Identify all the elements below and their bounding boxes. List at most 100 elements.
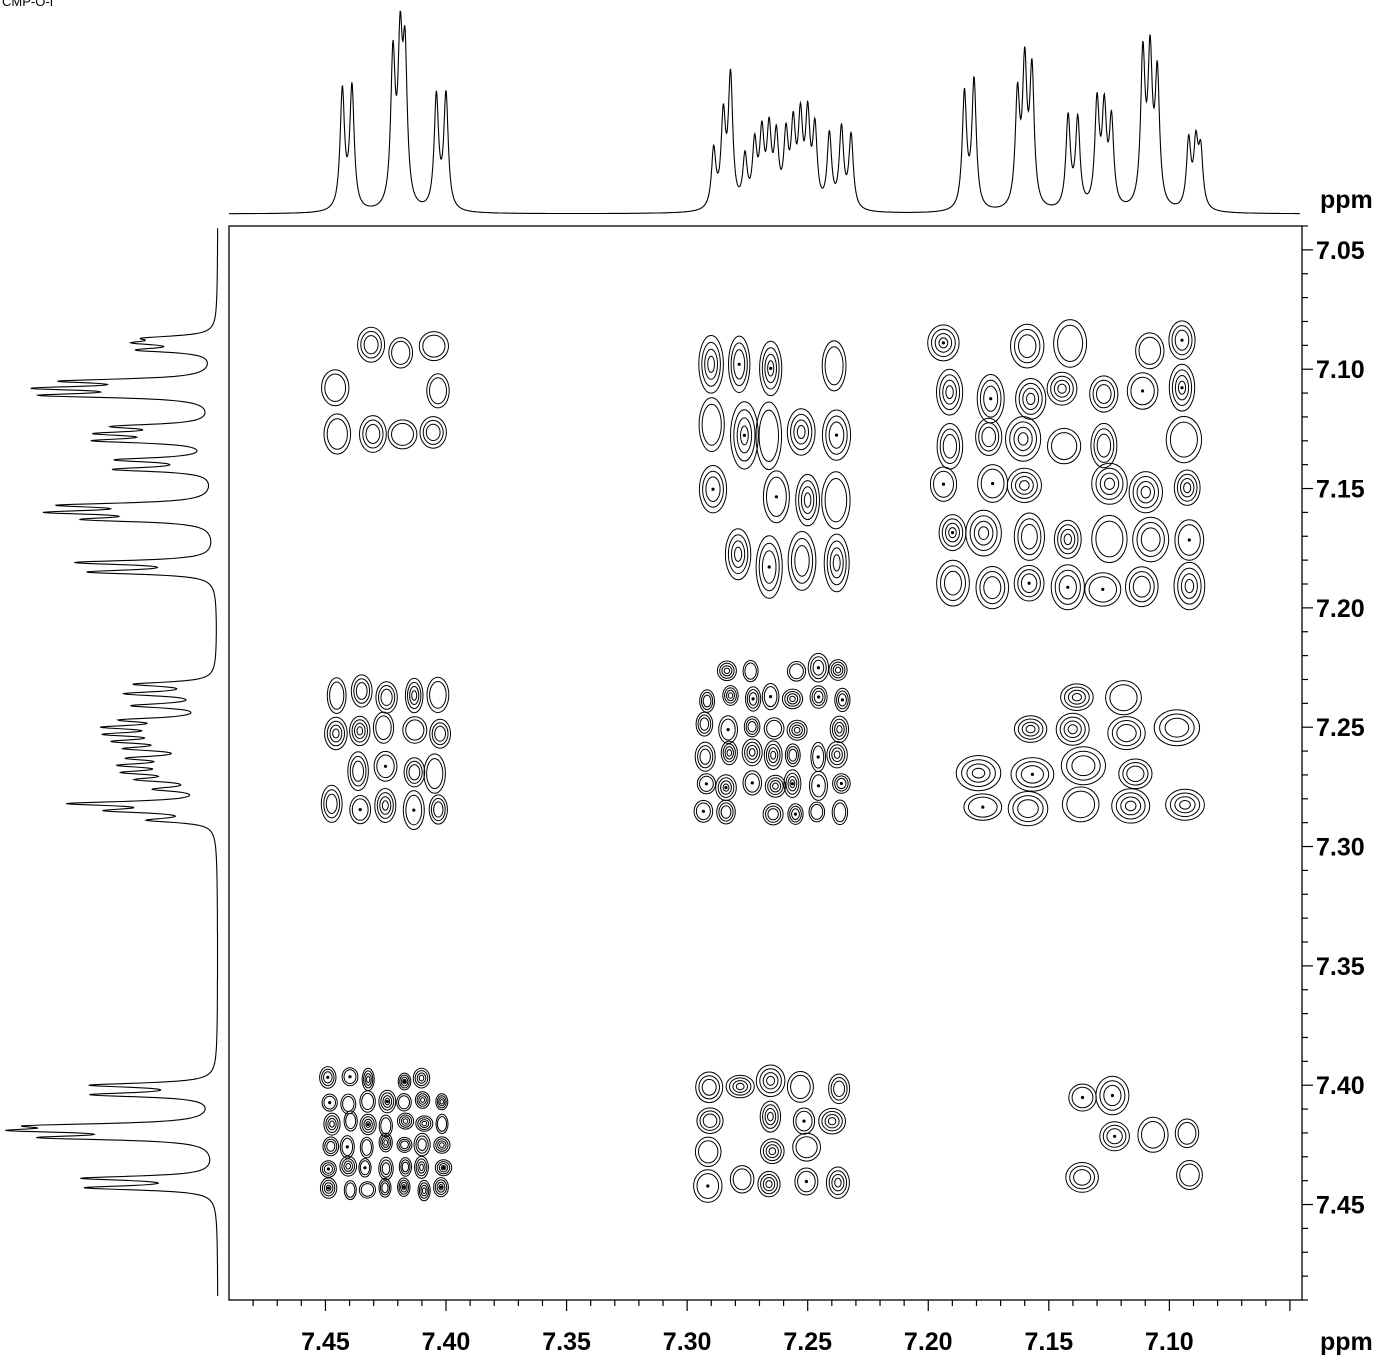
contour-level bbox=[1013, 328, 1041, 364]
contour-level bbox=[1180, 478, 1195, 498]
contour-level bbox=[323, 413, 352, 455]
cross-peak-block bbox=[693, 652, 851, 826]
contour-level bbox=[363, 1070, 374, 1089]
contour-level bbox=[826, 540, 847, 586]
contour-level bbox=[697, 745, 714, 769]
contour-level bbox=[836, 690, 849, 710]
contour-level bbox=[698, 1075, 721, 1100]
contour-level bbox=[380, 1159, 392, 1178]
contour-level bbox=[722, 783, 730, 792]
contour-level bbox=[326, 677, 347, 714]
contour-level bbox=[426, 676, 450, 714]
contour-level bbox=[439, 1099, 444, 1105]
contour-level bbox=[1109, 684, 1138, 712]
contour-level bbox=[730, 401, 759, 470]
contour-level bbox=[727, 692, 734, 699]
contour-peak-center bbox=[742, 433, 747, 437]
contour-peak-center bbox=[1141, 389, 1145, 393]
contour-level bbox=[724, 746, 734, 760]
contour-level bbox=[329, 1120, 335, 1128]
contour-level bbox=[1176, 473, 1198, 502]
contour-level bbox=[379, 1180, 391, 1196]
contour-level bbox=[341, 1137, 354, 1157]
contour-level bbox=[361, 1139, 373, 1156]
contour-level bbox=[1046, 371, 1078, 406]
contour-peak-center bbox=[839, 781, 844, 786]
contour-level bbox=[1177, 567, 1202, 605]
contour-level bbox=[412, 1067, 431, 1089]
contour-level bbox=[828, 744, 846, 766]
contour-level bbox=[320, 1160, 337, 1178]
contour-level bbox=[360, 1183, 375, 1197]
contour-level bbox=[1051, 432, 1078, 461]
contour-level bbox=[694, 1136, 722, 1168]
contour-peak-center bbox=[348, 1075, 352, 1079]
contour-level bbox=[695, 802, 711, 821]
contour-level bbox=[436, 1161, 451, 1175]
contour-level bbox=[355, 682, 368, 700]
contour-level bbox=[1057, 524, 1079, 555]
contour-level bbox=[429, 377, 447, 405]
contour-level bbox=[941, 518, 964, 547]
contour-level bbox=[767, 360, 775, 377]
contour-level bbox=[403, 757, 426, 788]
contour-level bbox=[1174, 329, 1190, 351]
contour-peak-center bbox=[981, 805, 985, 809]
contour-level bbox=[836, 725, 843, 734]
contour-level bbox=[929, 466, 958, 502]
contour-level bbox=[1111, 720, 1142, 747]
contour-level bbox=[832, 554, 841, 572]
contour-level bbox=[343, 1180, 357, 1201]
contour-level bbox=[770, 750, 777, 760]
contour-level bbox=[702, 1113, 718, 1128]
contour-level bbox=[829, 715, 850, 743]
contour-level bbox=[1141, 1121, 1165, 1149]
contour-level bbox=[359, 1160, 371, 1176]
contour-level bbox=[718, 715, 738, 744]
contour-level bbox=[786, 693, 799, 705]
y-axis: 7.05 7.10 7.15 7.20 7.25 7.30 7.35 7.40 7.45 bbox=[1302, 225, 1365, 1301]
contour-level bbox=[321, 369, 350, 407]
contour-level bbox=[744, 773, 760, 793]
contour-level bbox=[379, 796, 392, 815]
contour-level bbox=[742, 660, 759, 683]
contour-level bbox=[1012, 795, 1044, 823]
contour-level bbox=[762, 803, 784, 826]
contour-level bbox=[818, 1107, 846, 1135]
contour-level bbox=[321, 1093, 338, 1112]
contour-level bbox=[1107, 716, 1146, 751]
contour-level bbox=[704, 348, 718, 380]
contour-level bbox=[1128, 471, 1164, 514]
contour-level bbox=[789, 805, 802, 823]
contour-level bbox=[809, 685, 828, 709]
contour-level bbox=[973, 520, 994, 546]
x-tick-label: 7.45 bbox=[301, 1328, 350, 1356]
contour-level bbox=[759, 1068, 782, 1094]
contour-level bbox=[1132, 575, 1151, 598]
contour-level bbox=[366, 1075, 371, 1084]
contour-level bbox=[833, 802, 847, 823]
contour-level bbox=[364, 1073, 372, 1086]
contour-level bbox=[381, 1162, 391, 1175]
contour-level bbox=[381, 800, 389, 811]
contour-level bbox=[339, 1155, 358, 1177]
contour-level bbox=[438, 1184, 444, 1191]
contour-level bbox=[438, 1163, 449, 1173]
contour-level bbox=[1067, 689, 1086, 705]
contour-level bbox=[402, 1118, 409, 1124]
contour-level bbox=[1111, 788, 1151, 824]
contour-level bbox=[1060, 746, 1107, 786]
contour-peak-center bbox=[402, 1079, 407, 1084]
contour-level bbox=[323, 1182, 334, 1194]
contour-level bbox=[767, 777, 784, 796]
contour-level bbox=[411, 690, 418, 701]
contour-level bbox=[716, 799, 736, 825]
contour-level bbox=[391, 422, 414, 446]
contour-level bbox=[1020, 573, 1038, 594]
contour-level bbox=[1066, 790, 1096, 819]
contour-level bbox=[760, 1174, 778, 1195]
contour-peak-center bbox=[711, 487, 715, 491]
contour-level bbox=[351, 719, 368, 743]
contour-level bbox=[796, 425, 806, 439]
contour-level bbox=[1055, 712, 1090, 746]
